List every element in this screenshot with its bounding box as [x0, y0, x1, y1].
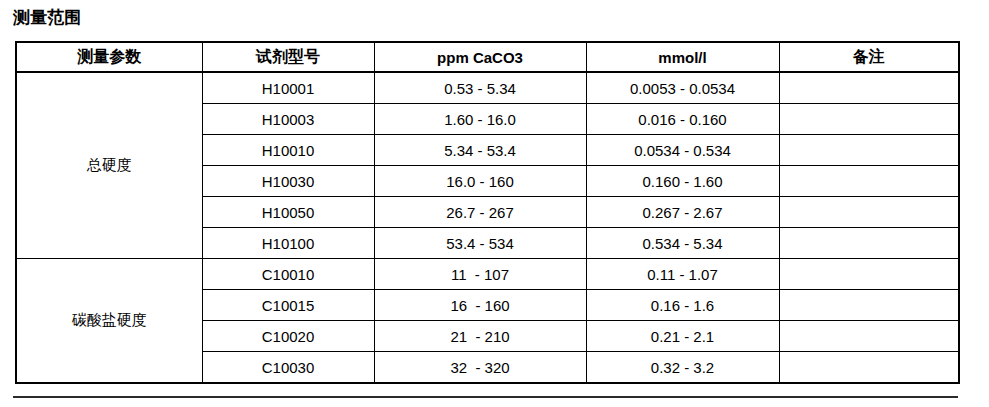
- mmol-cell: 0.016 - 0.160: [586, 104, 779, 135]
- col-header-remarks: 备注: [779, 42, 959, 72]
- footer-rule: [13, 396, 958, 398]
- mmol-cell: 0.0534 - 0.534: [586, 135, 779, 166]
- mmol-cell: 0.21 - 2.1: [586, 321, 779, 352]
- note-cell: [779, 166, 959, 197]
- parameter-cell-carbonate-hardness: 碳酸盐硬度: [16, 259, 202, 384]
- mmol-cell: 0.11 - 1.07: [586, 259, 779, 290]
- model-cell: H10100: [202, 228, 374, 259]
- measurement-range-table: 测量参数 试剂型号 ppm CaCO3 mmol/l 备注 总硬度 H10001…: [15, 41, 960, 384]
- table-row: 碳酸盐硬度 C10010 11 - 107 0.11 - 1.07: [16, 259, 959, 290]
- note-cell: [779, 352, 959, 384]
- ppm-cell: 53.4 - 534: [374, 228, 586, 259]
- col-header-reagent-model: 试剂型号: [202, 42, 374, 72]
- document-page: 测量范围 测量参数 试剂型号 ppm CaCO3 mmol/l 备注 总硬度 H…: [0, 0, 989, 407]
- model-cell: C10010: [202, 259, 374, 290]
- note-cell: [779, 290, 959, 321]
- col-header-parameter: 测量参数: [16, 42, 202, 72]
- note-cell: [779, 104, 959, 135]
- ppm-cell: 0.53 - 5.34: [374, 72, 586, 104]
- note-cell: [779, 259, 959, 290]
- ppm-cell: 16 - 160: [374, 290, 586, 321]
- mmol-cell: 0.160 - 1.60: [586, 166, 779, 197]
- note-cell: [779, 135, 959, 166]
- mmol-cell: 0.16 - 1.6: [586, 290, 779, 321]
- table-row: 总硬度 H10001 0.53 - 5.34 0.0053 - 0.0534: [16, 72, 959, 104]
- note-cell: [779, 197, 959, 228]
- ppm-cell: 32 - 320: [374, 352, 586, 384]
- parameter-cell-total-hardness: 总硬度: [16, 72, 202, 259]
- model-cell: H10001: [202, 72, 374, 104]
- ppm-cell: 1.60 - 16.0: [374, 104, 586, 135]
- ppm-cell: 26.7 - 267: [374, 197, 586, 228]
- mmol-cell: 0.534 - 5.34: [586, 228, 779, 259]
- model-cell: H10010: [202, 135, 374, 166]
- col-header-mmol-l: mmol/l: [586, 42, 779, 72]
- col-header-ppm-caco3: ppm CaCO3: [374, 42, 586, 72]
- table-body: 总硬度 H10001 0.53 - 5.34 0.0053 - 0.0534 H…: [16, 72, 959, 383]
- note-cell: [779, 321, 959, 352]
- model-cell: H10003: [202, 104, 374, 135]
- model-cell: C10020: [202, 321, 374, 352]
- note-cell: [779, 72, 959, 104]
- note-cell: [779, 228, 959, 259]
- model-cell: C10015: [202, 290, 374, 321]
- model-cell: H10050: [202, 197, 374, 228]
- ppm-cell: 11 - 107: [374, 259, 586, 290]
- page-title: 测量范围: [13, 6, 81, 29]
- ppm-cell: 16.0 - 160: [374, 166, 586, 197]
- ppm-cell: 21 - 210: [374, 321, 586, 352]
- mmol-cell: 0.267 - 2.67: [586, 197, 779, 228]
- table-header: 测量参数 试剂型号 ppm CaCO3 mmol/l 备注: [16, 42, 959, 72]
- header-row: 测量参数 试剂型号 ppm CaCO3 mmol/l 备注: [16, 42, 959, 72]
- model-cell: H10030: [202, 166, 374, 197]
- mmol-cell: 0.32 - 3.2: [586, 352, 779, 384]
- model-cell: C10030: [202, 352, 374, 384]
- ppm-cell: 5.34 - 53.4: [374, 135, 586, 166]
- mmol-cell: 0.0053 - 0.0534: [586, 72, 779, 104]
